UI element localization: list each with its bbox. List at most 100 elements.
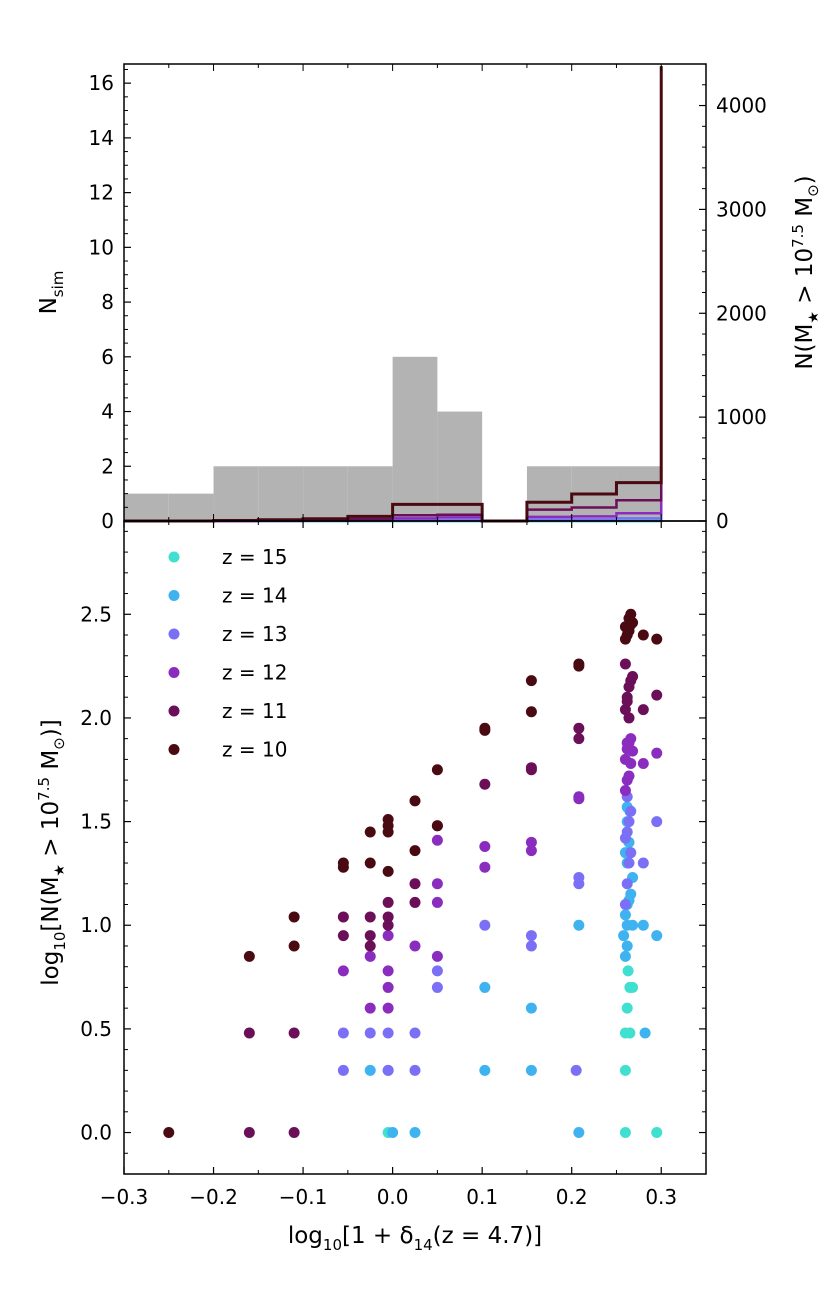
scatter-point bbox=[622, 965, 634, 977]
scatter-point bbox=[288, 911, 300, 923]
legend: z = 15 z = 14 z = 13 z = 12 z = 11 z = 10 bbox=[168, 545, 287, 762]
scatter-point bbox=[409, 878, 421, 890]
scatter-point bbox=[621, 623, 633, 635]
scatter-point bbox=[637, 758, 649, 770]
scatter-point bbox=[337, 911, 349, 923]
scatter-point bbox=[479, 1064, 491, 1076]
scatter-point bbox=[639, 1027, 651, 1039]
scatter-point bbox=[163, 1127, 175, 1139]
legend-marker bbox=[168, 551, 180, 563]
scatter-point bbox=[431, 896, 443, 908]
scatter-point bbox=[651, 689, 663, 701]
legend-marker bbox=[168, 705, 180, 717]
scatter-point bbox=[409, 1127, 421, 1139]
histogram-y-tick-label: 6 bbox=[101, 345, 114, 369]
scatter-point bbox=[243, 1027, 255, 1039]
scatter-point bbox=[337, 965, 349, 977]
scatter-point bbox=[623, 770, 635, 782]
scatter-panel: −0.3 −0.2 −0.1 0.0 0.1 0.2 0.3 0.0 0.5 1.0 1.5 2.0 2… bbox=[35, 520, 707, 1254]
scatter-point bbox=[525, 1002, 537, 1014]
scatter-point bbox=[621, 940, 633, 952]
histogram-bar bbox=[213, 466, 259, 521]
scatter-point bbox=[387, 1127, 399, 1139]
scatter-point bbox=[382, 965, 394, 977]
scatter-point bbox=[525, 1064, 537, 1076]
scatter-point bbox=[364, 940, 376, 952]
scatter-point bbox=[627, 670, 639, 682]
scatter-point bbox=[619, 899, 631, 911]
scatter-point bbox=[479, 724, 491, 736]
legend-marker bbox=[168, 744, 180, 755]
scatter-point bbox=[431, 981, 443, 993]
scatter-point bbox=[627, 745, 639, 757]
scatter-point bbox=[637, 704, 649, 716]
legend-marker bbox=[168, 667, 180, 678]
scatter-point bbox=[573, 919, 585, 931]
scatter-point bbox=[651, 816, 663, 828]
scatter-point bbox=[625, 847, 637, 859]
scatter-point bbox=[525, 675, 537, 687]
scatter-point bbox=[337, 1064, 349, 1076]
scatter-point bbox=[364, 1064, 376, 1076]
scatter-y-tick-label: 1.5 bbox=[80, 810, 112, 834]
histogram-y-tick-label: 12 bbox=[89, 181, 114, 205]
scatter-point bbox=[525, 845, 537, 857]
scatter-point bbox=[525, 706, 537, 718]
scatter-point bbox=[382, 911, 394, 923]
histogram-bar bbox=[437, 411, 483, 521]
scatter-point bbox=[409, 795, 421, 807]
scatter-point bbox=[621, 695, 633, 707]
histogram-bar bbox=[303, 466, 348, 521]
legend-label: z = 11 bbox=[222, 699, 287, 723]
scatter-y-tick-label: 0.0 bbox=[80, 1121, 112, 1145]
histogram-y-tick-label: 0 bbox=[101, 509, 114, 533]
scatter-point bbox=[623, 816, 635, 828]
scatter-point bbox=[525, 836, 537, 848]
legend-label: z = 15 bbox=[222, 545, 287, 569]
scatter-point bbox=[573, 733, 585, 745]
histogram-right-y-tick-label: 3000 bbox=[716, 197, 767, 221]
histogram-y-tick-label: 10 bbox=[89, 235, 114, 259]
scatter-point bbox=[651, 930, 663, 942]
scatter-point bbox=[625, 888, 637, 900]
scatter-point bbox=[573, 1127, 585, 1139]
scatter-x-tick-label: 0.2 bbox=[556, 1185, 588, 1209]
scatter-point bbox=[382, 896, 394, 908]
histogram-panel: 0 2 4 6 8 10 12 14 16 0 1000 2000 3000 4000 Nsim N(M★… bbox=[36, 63, 822, 533]
legend-label: z = 10 bbox=[222, 738, 287, 762]
scatter-point bbox=[364, 826, 376, 838]
scatter-point bbox=[525, 940, 537, 952]
scatter-point bbox=[364, 950, 376, 962]
scatter-x-tick-label: −0.1 bbox=[279, 1185, 328, 1209]
scatter-x-tick-label: 0.3 bbox=[645, 1185, 677, 1209]
scatter-point bbox=[525, 930, 537, 942]
scatter-point bbox=[382, 1064, 394, 1076]
legend-marker bbox=[168, 628, 180, 640]
scatter-y-tick-label: 1.0 bbox=[80, 913, 112, 937]
legend-marker bbox=[168, 590, 180, 601]
scatter-point bbox=[573, 791, 585, 803]
scatter-point bbox=[431, 834, 443, 846]
scatter-point bbox=[409, 1027, 421, 1039]
scatter-point bbox=[409, 940, 421, 952]
histogram-bar bbox=[124, 493, 169, 521]
scatter-point bbox=[624, 1027, 636, 1039]
scatter-point bbox=[651, 747, 663, 759]
scatter-point bbox=[651, 1127, 663, 1139]
scatter-y-label: log10[N(M★ > 107.5 M⊙)] bbox=[35, 719, 69, 985]
scatter-point bbox=[243, 1127, 255, 1139]
scatter-point bbox=[431, 965, 443, 977]
scatter-point bbox=[623, 712, 635, 724]
scatter-point bbox=[431, 820, 443, 832]
scatter-point bbox=[637, 919, 649, 931]
scatter-point bbox=[621, 1002, 633, 1014]
histogram-bar bbox=[258, 466, 304, 521]
histogram-right-y-tick-label: 1000 bbox=[716, 405, 767, 429]
scatter-point bbox=[288, 1027, 300, 1039]
scatter-point bbox=[618, 930, 630, 942]
scatter-point bbox=[623, 857, 635, 869]
scatter-point bbox=[243, 950, 255, 962]
scatter-point bbox=[625, 608, 637, 620]
scatter-point bbox=[409, 896, 421, 908]
